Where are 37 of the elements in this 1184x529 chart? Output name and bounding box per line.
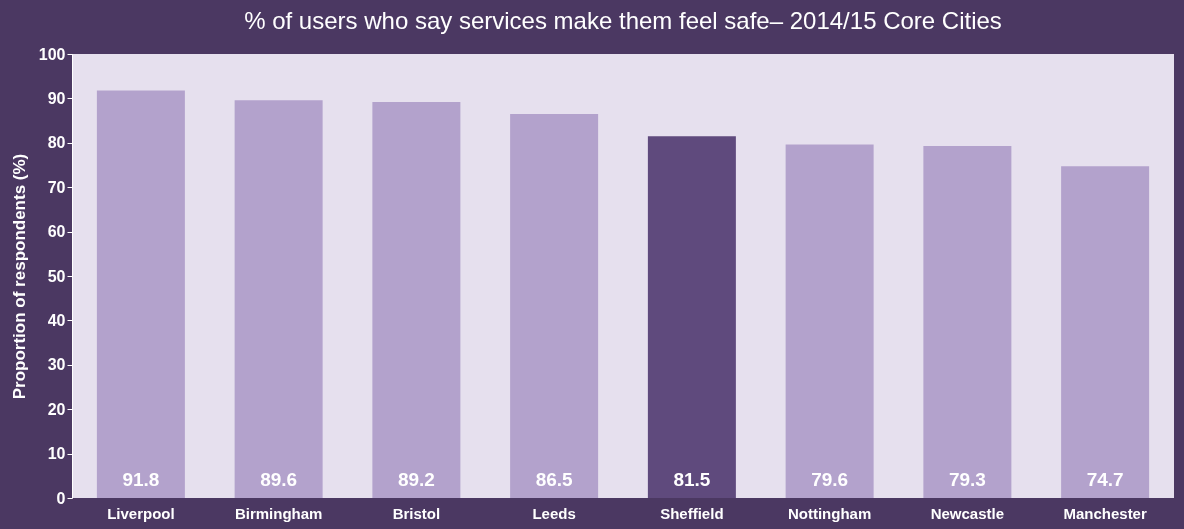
y-tick-label: 90 xyxy=(47,89,66,107)
data-label: 86.5 xyxy=(535,469,574,490)
data-label: 91.8 xyxy=(122,469,160,490)
x-tick-label: Bristol xyxy=(392,504,441,522)
y-tick-label: 20 xyxy=(47,400,66,418)
y-tick-label: 80 xyxy=(47,134,66,152)
y-tick-label: 30 xyxy=(47,356,66,374)
data-label: 89.2 xyxy=(397,469,435,490)
x-tick-label: Liverpool xyxy=(107,504,175,522)
y-tick-label: 0 xyxy=(56,489,66,507)
data-label: 79.3 xyxy=(948,469,986,490)
bar xyxy=(96,90,185,498)
x-tick-label: Birmingham xyxy=(234,504,323,522)
bar xyxy=(234,100,323,498)
x-tick-label: Leeds xyxy=(532,504,576,522)
y-tick-label: 40 xyxy=(47,311,66,329)
bar xyxy=(647,136,736,498)
data-label: 79.6 xyxy=(811,469,849,490)
y-axis-title: Proportion of respondents (%) xyxy=(9,153,29,400)
y-tick-label: 10 xyxy=(47,445,66,463)
y-tick-label: 50 xyxy=(47,267,66,285)
x-tick-label: Newcastle xyxy=(930,504,1005,522)
y-tick-label: 70 xyxy=(47,178,66,196)
chart-title: % of users who say services make them feel safe– 2014/15 Core Cities xyxy=(244,7,1002,34)
y-tick-label: 100 xyxy=(38,45,66,63)
bar xyxy=(510,113,599,498)
x-tick-label: Nottingham xyxy=(787,504,872,522)
bar xyxy=(785,144,874,498)
y-tick-label: 60 xyxy=(47,223,66,241)
bar xyxy=(1061,166,1150,498)
bar xyxy=(372,101,461,498)
data-label: 89.6 xyxy=(260,469,298,490)
data-label: 81.5 xyxy=(673,469,711,490)
x-tick-label: Sheffield xyxy=(660,504,724,522)
x-tick-label: Manchester xyxy=(1063,504,1147,522)
data-label: 74.7 xyxy=(1086,469,1124,490)
bar xyxy=(923,145,1012,498)
